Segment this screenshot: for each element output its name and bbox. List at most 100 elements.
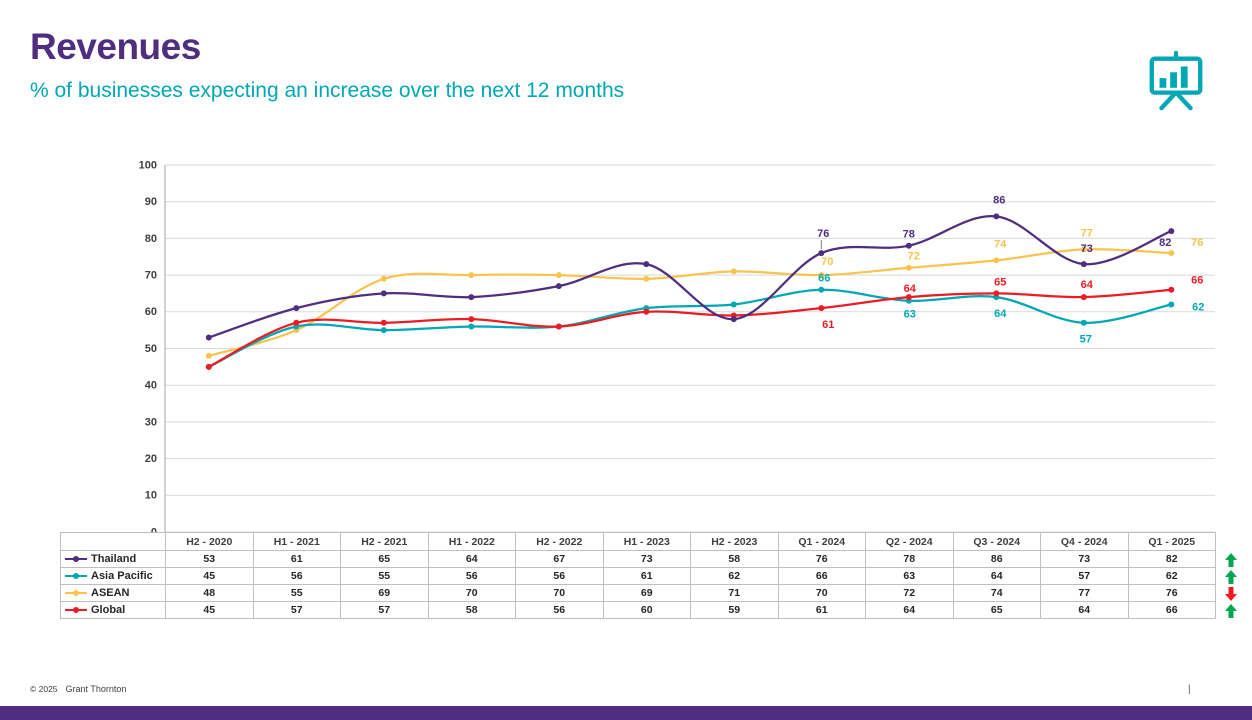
data-point (468, 294, 475, 301)
data-point (730, 268, 737, 275)
value-cell: 69 (603, 585, 691, 602)
data-point (380, 319, 387, 326)
up-arrow-icon (1223, 602, 1239, 619)
data-point (818, 250, 825, 257)
value-cell: 59 (691, 602, 779, 619)
y-tick-label: 50 (145, 343, 157, 355)
column-header: H2 - 2020 (166, 533, 254, 551)
table-row: Asia Pacific 45 56 55 56 56 61 62 66 63 64 57 62 (61, 568, 1216, 585)
page-title: Revenues (30, 26, 201, 67)
legend-cell: Thailand (61, 551, 166, 568)
data-label: 73 (1081, 243, 1093, 255)
data-point (380, 275, 387, 282)
y-tick-label: 20 (145, 453, 157, 465)
data-point (1080, 261, 1087, 268)
value-cell: 82 (1128, 551, 1216, 568)
value-cell: 76 (1128, 585, 1216, 602)
data-point (993, 213, 1000, 220)
value-cell: 66 (1128, 602, 1216, 619)
data-label: 64 (994, 308, 1007, 320)
value-cell: 56 (253, 568, 341, 585)
data-label: 66 (818, 273, 830, 285)
data-label: 57 (1080, 334, 1092, 346)
data-point (818, 286, 825, 293)
value-cell: 76 (778, 551, 866, 568)
series-name: Global (91, 604, 126, 616)
data-label: 82 (1159, 237, 1171, 249)
data-point (205, 334, 212, 341)
legend-cell: ASEAN (61, 585, 166, 602)
data-label: 63 (904, 309, 916, 321)
data-label: 86 (993, 194, 1005, 206)
series-line-asia-pacific (207, 288, 1173, 368)
value-cell: 70 (778, 585, 866, 602)
value-cell: 61 (778, 602, 866, 619)
y-tick-label: 30 (145, 416, 157, 428)
line-chart: 0 10 20 30 40 50 60 70 80 90 100 76 78 86 73 82 70 72 74 77… (139, 159, 1215, 536)
data-label: 64 (1081, 279, 1094, 291)
value-cell: 71 (691, 585, 779, 602)
value-cell: 58 (428, 602, 516, 619)
data-label: 76 (817, 228, 829, 240)
data-point (293, 319, 300, 326)
value-cell: 57 (253, 602, 341, 619)
data-point (468, 316, 475, 323)
data-label: 61 (822, 319, 834, 331)
value-cell: 70 (516, 585, 604, 602)
value-cell: 61 (253, 551, 341, 568)
data-point (1168, 301, 1175, 308)
data-point (1168, 286, 1175, 293)
data-point (293, 305, 300, 312)
value-cell: 62 (1128, 568, 1216, 585)
value-cell: 86 (953, 551, 1041, 568)
data-point (730, 301, 737, 308)
value-cell: 55 (341, 568, 429, 585)
value-cell: 73 (1041, 551, 1129, 568)
value-cell: 65 (953, 602, 1041, 619)
legend-line-marker (65, 607, 87, 613)
y-tick-label: 70 (145, 270, 157, 282)
value-cell: 78 (866, 551, 954, 568)
column-header: Q3 - 2024 (953, 533, 1041, 551)
column-header: H2 - 2021 (341, 533, 429, 551)
data-point (380, 327, 387, 334)
value-cell: 70 (428, 585, 516, 602)
legend-cell: Asia Pacific (61, 568, 166, 585)
page-subtitle: % of businesses expecting an increase ov… (30, 79, 625, 102)
data-point (468, 272, 475, 279)
footer-brand-bar (0, 706, 1252, 720)
value-cell: 56 (516, 602, 604, 619)
value-cell: 74 (953, 585, 1041, 602)
column-header: Q2 - 2024 (866, 533, 954, 551)
y-tick-label: 0 (151, 526, 157, 536)
value-cell: 64 (866, 602, 954, 619)
data-point (818, 272, 825, 279)
data-label: 65 (994, 276, 1006, 288)
series-name: Thailand (91, 553, 137, 565)
data-table: H2 - 2020 H1 - 2021 H2 - 2021 H1 - 2022 H2 -… (60, 532, 1216, 619)
data-label: 64 (904, 283, 917, 295)
table-row: Thailand 53 61 65 64 67 73 58 76 78 86 73 82 (61, 551, 1216, 568)
value-cell: 48 (166, 585, 254, 602)
value-cell: 63 (866, 568, 954, 585)
value-cell: 69 (341, 585, 429, 602)
series-line-thailand (207, 215, 1173, 339)
series-name: Asia Pacific (91, 570, 153, 582)
series-name: ASEAN (91, 587, 130, 599)
copyright-text: © 2025 (30, 684, 58, 694)
y-tick-label: 10 (145, 490, 157, 502)
data-point (643, 275, 650, 282)
data-point (730, 316, 737, 323)
data-label: 72 (908, 251, 920, 263)
y-tick-label: 80 (145, 233, 157, 245)
y-tick-label: 90 (145, 196, 157, 208)
up-arrow-icon (1223, 551, 1239, 568)
footer: © 2025 Grant Thornton (30, 684, 126, 694)
column-header: Q4 - 2024 (1041, 533, 1129, 551)
data-point (555, 283, 562, 290)
value-cell: 45 (166, 568, 254, 585)
value-cell: 64 (428, 551, 516, 568)
column-header: H1 - 2021 (253, 533, 341, 551)
value-cell: 73 (603, 551, 691, 568)
